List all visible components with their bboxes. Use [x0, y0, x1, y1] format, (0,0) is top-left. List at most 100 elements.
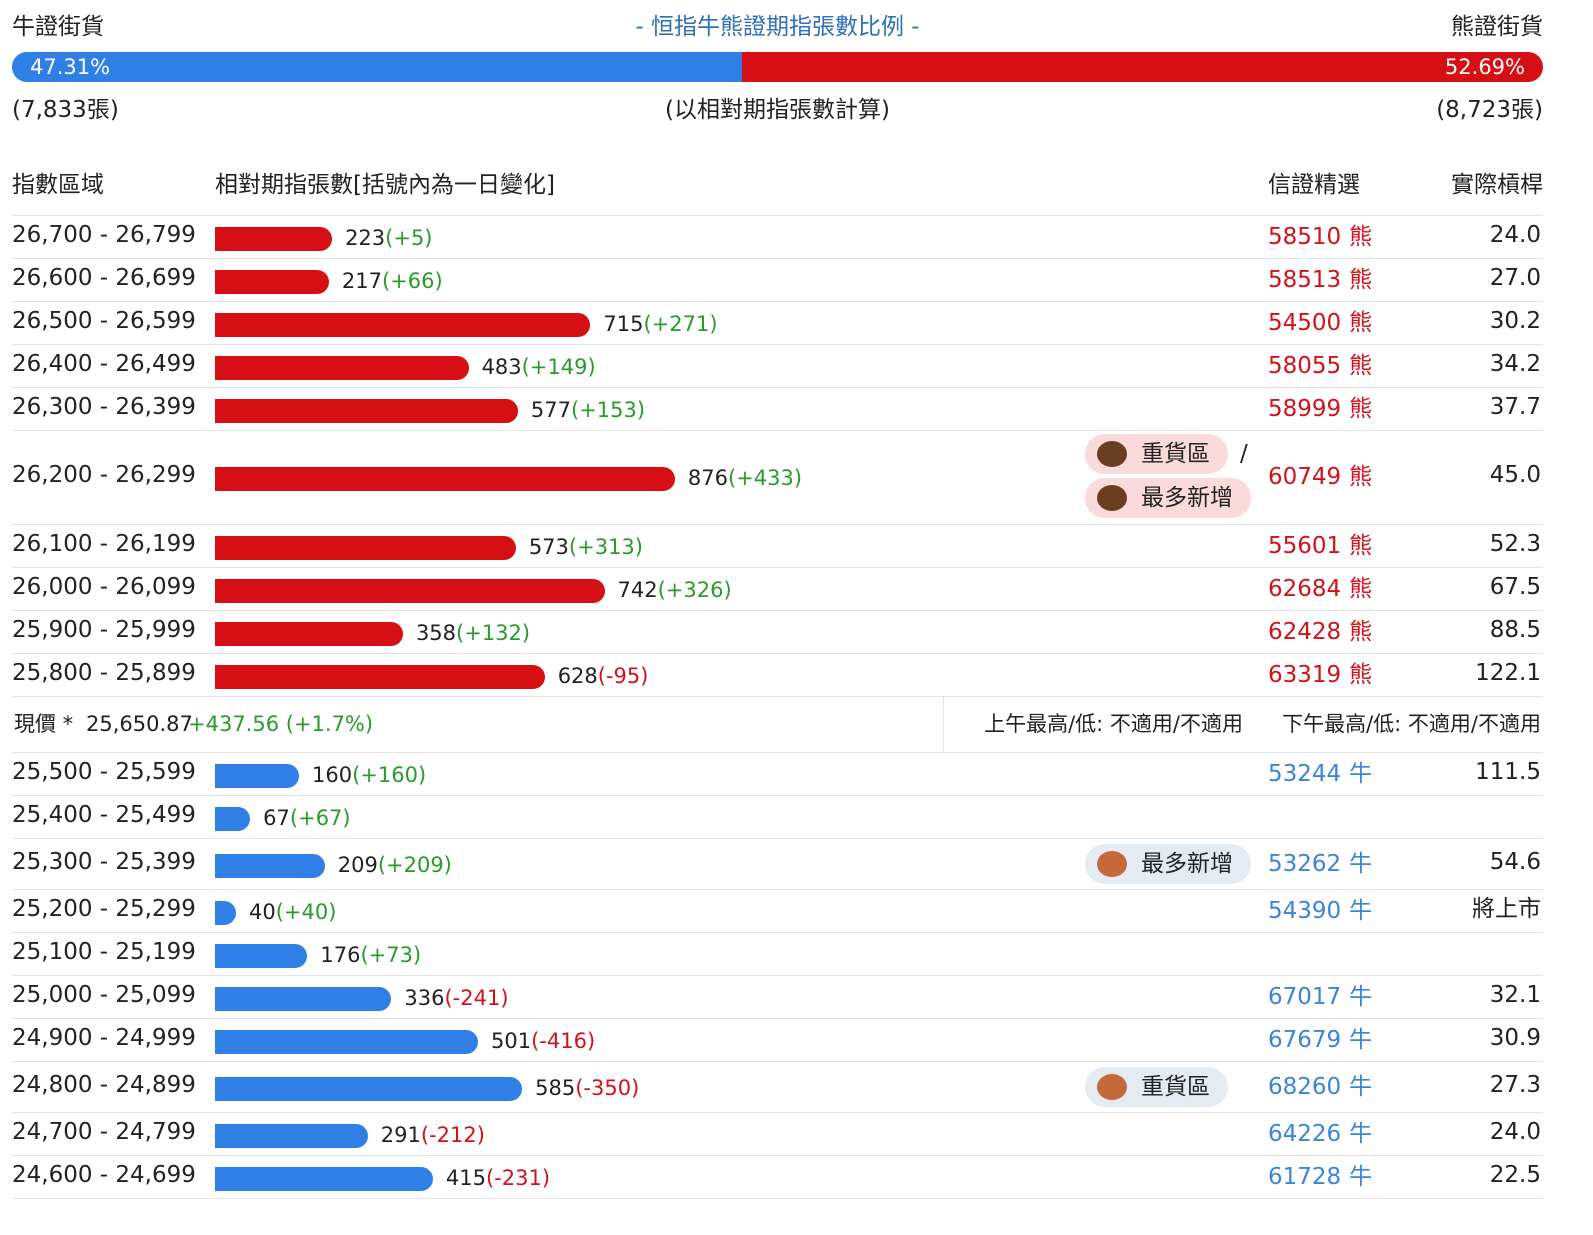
tag: 重貨區 [1085, 1066, 1228, 1107]
bear-segment: 52.69% [741, 52, 1543, 82]
row-line [12, 889, 1543, 890]
change: (+73) [360, 942, 422, 967]
warrant-code: 54390 [1268, 897, 1342, 924]
contracts: 876 [687, 466, 728, 490]
row-line [12, 1061, 1543, 1062]
warrant-code: 58055 [1268, 352, 1342, 379]
range: 26,200 - 26,299 [12, 462, 196, 488]
contracts: 501 [491, 1028, 532, 1053]
contracts: 628 [557, 663, 598, 688]
bar [215, 226, 333, 251]
bull-count: (7,833張) [12, 97, 119, 123]
warrant-code: 67679 [1268, 1026, 1342, 1053]
change: (+149) [521, 354, 596, 379]
change: (-241) [444, 985, 509, 1010]
warrant-kind: 熊 [1349, 532, 1373, 559]
leverage: 67.5 [1489, 573, 1541, 600]
bar-label: 209(+209) [338, 850, 452, 880]
bar-label: 742(+326) [618, 575, 732, 605]
contracts: 67 [263, 805, 290, 830]
warrant-kind: 牛 [1349, 983, 1373, 1010]
warrant: 62428 熊 [1268, 617, 1372, 647]
leverage: 將上市 [1472, 895, 1541, 922]
bar-label: 336(-241) [404, 983, 508, 1013]
spot-label: 現價 * [14, 712, 74, 736]
warrant-code: 55601 [1268, 532, 1342, 559]
warrant-code: 63319 [1268, 661, 1342, 688]
row-line [12, 1155, 1543, 1156]
bar-label: 501(-416) [491, 1026, 595, 1056]
row-line [12, 610, 1543, 611]
warrant-kind: 熊 [1349, 395, 1373, 422]
range: 25,100 - 25,199 [12, 938, 196, 965]
warrant-code: 62684 [1268, 575, 1342, 602]
row-line [12, 430, 1543, 431]
warrant-code: 58999 [1268, 395, 1342, 422]
change: (+66) [382, 268, 443, 293]
contracts: 415 [445, 1165, 486, 1190]
contracts: 483 [481, 354, 522, 379]
contracts: 209 [337, 852, 378, 877]
leverage: 122.1 [1475, 659, 1541, 686]
change: (-95) [597, 663, 649, 688]
row-line [12, 301, 1543, 302]
warrant-code: 68260 [1268, 1073, 1342, 1100]
warrant: 58513 熊 [1268, 265, 1372, 295]
contracts: 217 [341, 268, 383, 293]
leverage: 111.5 [1475, 758, 1541, 785]
row-line [12, 1112, 1543, 1113]
change: (+5) [385, 225, 433, 250]
row-line [12, 567, 1543, 568]
bar [215, 853, 325, 878]
bar [215, 943, 308, 968]
change: (+326) [657, 577, 732, 602]
warrant-kind: 熊 [1349, 464, 1373, 490]
change: (+433) [727, 466, 803, 490]
row-line [12, 696, 1543, 697]
contracts: 291 [380, 1122, 421, 1147]
tag: 重貨區 [1085, 434, 1228, 474]
bar [215, 664, 545, 689]
bar [215, 1166, 433, 1191]
bar-label: 715(+271) [603, 309, 717, 339]
bar [215, 578, 605, 603]
bar-label: 628(-95) [558, 661, 649, 691]
warrant-kind: 牛 [1349, 1073, 1373, 1100]
warrant: 64226 牛 [1268, 1119, 1372, 1149]
row-line [12, 838, 1543, 839]
leverage: 45.0 [1489, 462, 1541, 488]
range: 24,700 - 24,799 [12, 1118, 196, 1145]
tag: 最多新增 [1085, 478, 1251, 518]
warrant-kind: 牛 [1349, 897, 1373, 924]
change: (-231) [485, 1165, 551, 1190]
change: (+271) [643, 311, 718, 336]
warrant: 61728 牛 [1268, 1162, 1372, 1192]
warrant: 54390 牛 [1268, 896, 1372, 926]
warrant-kind: 熊 [1349, 575, 1373, 602]
range: 26,000 - 26,099 [12, 573, 196, 600]
row-line [12, 387, 1543, 388]
ratio-bar: 47.31% 52.69% [12, 52, 1543, 82]
bar [215, 806, 251, 831]
leverage: 34.2 [1489, 350, 1541, 377]
bar [215, 621, 403, 646]
leverage: 24.0 [1489, 1118, 1541, 1145]
range: 24,800 - 24,899 [12, 1071, 196, 1098]
row-line [12, 1018, 1543, 1019]
change: (+209) [377, 852, 452, 877]
warrant: 53262 牛 [1268, 849, 1372, 879]
divider [943, 696, 944, 752]
warrant: 60749 熊 [1268, 462, 1372, 492]
contracts: 223 [345, 225, 386, 250]
range: 26,500 - 26,599 [12, 307, 196, 334]
range: 26,400 - 26,499 [12, 350, 196, 377]
range: 24,600 - 24,699 [12, 1161, 196, 1188]
row-line [12, 752, 1543, 753]
warrant-kind: 牛 [1349, 760, 1373, 787]
bar-label: 876(+433) [688, 463, 802, 493]
contracts: 585 [535, 1075, 576, 1100]
bar-label: 358(+132) [416, 618, 530, 648]
bar [215, 1029, 479, 1054]
row-line [12, 932, 1543, 933]
